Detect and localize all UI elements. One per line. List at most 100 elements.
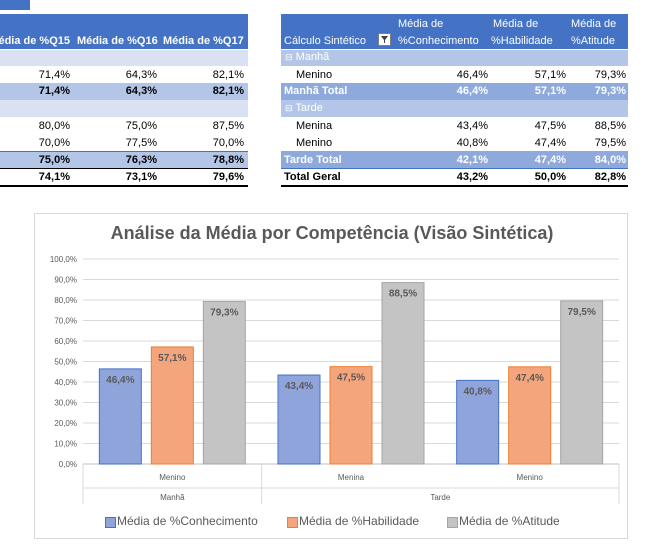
legend-label-habilidade[interactable]: Média de %Habilidade bbox=[299, 514, 420, 528]
chart-area[interactable]: Análise da Média por Competência (Visão … bbox=[34, 213, 628, 539]
pivot-col1-header-line2[interactable]: %Conhecimento bbox=[398, 35, 479, 47]
data-label: 79,5% bbox=[567, 307, 595, 318]
y-tick-label: 20,0% bbox=[54, 419, 77, 428]
pivot-cell[interactable]: 40,8% bbox=[456, 137, 488, 149]
data-label: 88,5% bbox=[389, 289, 417, 300]
pivot-cell[interactable]: 84,0% bbox=[594, 154, 626, 166]
pivot-group-tarde-label: Tarde bbox=[295, 102, 323, 114]
left-cell[interactable]: 79,6% bbox=[212, 171, 244, 183]
pivot-row-label[interactable]: Menina bbox=[296, 120, 333, 132]
left-cell[interactable]: 82,1% bbox=[212, 85, 244, 97]
pivot-grand-total-label[interactable]: Total Geral bbox=[284, 171, 341, 183]
legend-swatch-habilidade bbox=[287, 517, 298, 528]
filter-icon[interactable] bbox=[378, 33, 391, 46]
selected-cell-indicator bbox=[0, 0, 30, 10]
pivot-cell[interactable]: 88,5% bbox=[594, 120, 626, 132]
pivot-cell[interactable]: 43,4% bbox=[456, 120, 488, 132]
left-cell[interactable]: 87,5% bbox=[212, 120, 244, 132]
y-tick-label: 60,0% bbox=[54, 337, 77, 346]
pivot-cell[interactable]: 47,5% bbox=[534, 120, 566, 132]
pivot-cell[interactable]: 46,4% bbox=[456, 85, 488, 97]
pivot-row-label[interactable]: Menino bbox=[296, 137, 333, 149]
y-tick-label: 50,0% bbox=[54, 358, 77, 367]
data-label: 43,4% bbox=[285, 381, 313, 392]
data-label: 79,3% bbox=[210, 307, 238, 318]
left-cell[interactable]: 76,3% bbox=[125, 154, 157, 166]
y-tick-label: 90,0% bbox=[54, 276, 77, 285]
pivot-cell[interactable]: 43,2% bbox=[456, 171, 488, 183]
left-header-q15[interactable]: Média de %Q15 bbox=[0, 35, 70, 47]
chart-title[interactable]: Análise da Média por Competência (Visão … bbox=[110, 223, 554, 243]
y-tick-label: 10,0% bbox=[54, 440, 77, 449]
left-header-q16[interactable]: Média de %Q16 bbox=[77, 35, 158, 47]
x-group-label: Tarde bbox=[430, 493, 451, 502]
x-category-label: Menina bbox=[338, 473, 365, 482]
legend-label-conhecimento[interactable]: Média de %Conhecimento bbox=[117, 514, 258, 528]
left-group-band-2 bbox=[0, 100, 248, 117]
bar bbox=[202, 300, 246, 465]
pivot-col3-header-line1[interactable]: Média de bbox=[571, 18, 617, 30]
left-cell[interactable]: 82,1% bbox=[212, 69, 244, 81]
pivot-total-manha-band bbox=[281, 83, 628, 100]
left-total-band-2 bbox=[0, 151, 248, 168]
left-header-q17[interactable]: Média de %Q17 bbox=[163, 35, 244, 47]
y-tick-label: 70,0% bbox=[54, 317, 77, 326]
bar bbox=[381, 282, 425, 465]
y-tick-label: 40,0% bbox=[54, 378, 77, 387]
legend-swatch-conhecimento bbox=[105, 517, 116, 528]
pivot-cell[interactable]: 82,8% bbox=[594, 171, 626, 183]
left-cell[interactable]: 73,1% bbox=[125, 171, 157, 183]
pivot-col2-header-line2[interactable]: %Habilidade bbox=[491, 35, 553, 47]
pivot-group-manha[interactable]: ⊟ Manhã bbox=[285, 49, 329, 66]
pivot-cell[interactable]: 47,4% bbox=[534, 137, 566, 149]
pivot-group-tarde-band bbox=[281, 100, 628, 117]
pivot-cell[interactable]: 79,5% bbox=[594, 137, 626, 149]
y-tick-label: 100,0% bbox=[50, 255, 77, 264]
left-cell[interactable]: 64,3% bbox=[125, 69, 157, 81]
pivot-bottom-line bbox=[281, 185, 628, 187]
bar bbox=[560, 300, 604, 465]
chart-plot: 0,0% 10,0% 20,0% 30,0% 40,0% 50,0% 60,0% 70,0% 8… bbox=[50, 255, 620, 504]
left-cell[interactable]: 70,0% bbox=[38, 137, 70, 149]
pivot-cell[interactable]: 57,1% bbox=[534, 69, 566, 81]
pivot-cell[interactable]: 47,4% bbox=[534, 154, 566, 166]
pivot-col1-header-line1[interactable]: Média de bbox=[398, 18, 444, 30]
left-cell[interactable]: 75,0% bbox=[125, 120, 157, 132]
left-cell[interactable]: 75,0% bbox=[38, 154, 70, 166]
data-label: 47,4% bbox=[515, 373, 543, 384]
left-cell[interactable]: 71,4% bbox=[38, 85, 70, 97]
pivot-row-label[interactable]: Menino bbox=[296, 69, 333, 81]
pivot-cell[interactable]: 42,1% bbox=[456, 154, 488, 166]
pivot-total-label[interactable]: Manhã Total bbox=[284, 85, 348, 97]
pivot-group-tarde[interactable]: ⊟ Tarde bbox=[285, 100, 323, 117]
bar bbox=[150, 346, 194, 465]
pivot-cell[interactable]: 57,1% bbox=[534, 85, 566, 97]
y-tick-label: 30,0% bbox=[54, 399, 77, 408]
left-cell[interactable]: 78,8% bbox=[212, 154, 244, 166]
data-label: 57,1% bbox=[158, 353, 186, 364]
bar bbox=[98, 368, 142, 465]
pivot-col2-header-line1[interactable]: Média de bbox=[493, 18, 539, 30]
left-total-band-1 bbox=[0, 83, 248, 100]
left-cell[interactable]: 77,5% bbox=[125, 137, 157, 149]
legend-label-atitude[interactable]: Média de %Atitude bbox=[459, 514, 560, 528]
collapse-icon[interactable]: ⊟ bbox=[285, 52, 293, 62]
left-table-header-bar bbox=[0, 14, 248, 49]
left-cell[interactable]: 64,3% bbox=[125, 85, 157, 97]
pivot-cell[interactable]: 79,3% bbox=[594, 69, 626, 81]
pivot-cell[interactable]: 79,3% bbox=[594, 85, 626, 97]
legend-swatch-atitude bbox=[447, 517, 458, 528]
left-cell[interactable]: 71,4% bbox=[38, 69, 70, 81]
pivot-group-manha-label: Manhã bbox=[295, 51, 330, 63]
left-cell[interactable]: 70,0% bbox=[212, 137, 244, 149]
pivot-cell[interactable]: 50,0% bbox=[534, 171, 566, 183]
left-cell[interactable]: 80,0% bbox=[38, 120, 70, 132]
pivot-row-header[interactable]: Cálculo Sintético bbox=[284, 35, 366, 47]
pivot-cell[interactable]: 46,4% bbox=[456, 69, 488, 81]
pivot-col3-header-line2[interactable]: %Atitude bbox=[571, 35, 616, 47]
left-grand-total-line bbox=[0, 168, 248, 169]
bar bbox=[456, 379, 500, 465]
left-cell[interactable]: 74,1% bbox=[38, 171, 70, 183]
collapse-icon[interactable]: ⊟ bbox=[285, 103, 293, 113]
pivot-total-label[interactable]: Tarde Total bbox=[284, 154, 342, 166]
